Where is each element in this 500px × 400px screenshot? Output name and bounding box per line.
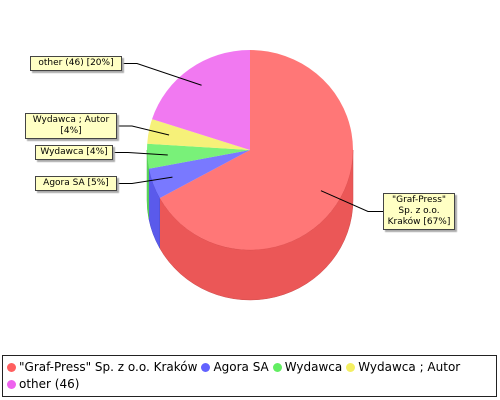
value-label: Wydawca ; Autor [4%] <box>25 113 117 139</box>
leader-line <box>122 63 202 86</box>
legend-label: other (46) <box>19 377 80 391</box>
legend-swatch <box>272 363 282 372</box>
legend-label: Agora SA <box>213 360 269 374</box>
pie-canvas <box>113 50 383 301</box>
leader-line <box>117 125 170 136</box>
value-label: Agora SA [5%] <box>35 176 117 191</box>
legend-swatch <box>7 363 16 372</box>
slice <box>147 143 250 169</box>
slice <box>148 150 250 199</box>
legend-swatch <box>7 380 16 389</box>
leader-line <box>113 152 168 156</box>
value-label: Wydawca [4%] <box>35 145 113 160</box>
legend-swatch <box>201 363 211 372</box>
legend-label: Wydawca ; Autor <box>358 360 461 374</box>
value-label: "Graf-Press" Sp. z o.o. Kraków [67%] <box>383 193 455 230</box>
legend-item: other (46) <box>7 376 79 393</box>
legend-item: Wydawca <box>272 359 343 376</box>
legend-item: "Graf-Press" Sp. z o.o. Kraków <box>7 359 197 376</box>
value-label: other (46) [20%] <box>30 56 122 71</box>
leader-line <box>117 176 173 184</box>
legend-label: "Graf-Press" Sp. z o.o. Kraków <box>19 360 198 374</box>
legend-swatch <box>346 363 356 372</box>
legend: "Graf-Press" Sp. z o.o. Kraków Agora SA Wy… <box>2 355 497 397</box>
slice <box>152 50 250 150</box>
legend-label: Wydawca <box>284 360 343 374</box>
legend-item: Wydawca ; Autor <box>346 359 460 376</box>
slice <box>147 119 250 150</box>
leader-line <box>320 190 383 212</box>
slice <box>159 50 353 250</box>
legend-item: Agora SA <box>201 359 269 376</box>
